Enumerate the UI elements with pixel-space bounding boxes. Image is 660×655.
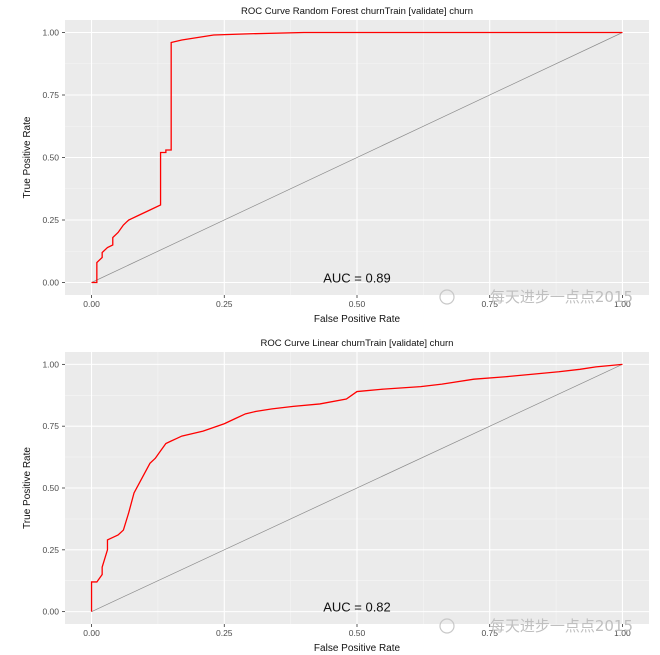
roc-curve [91, 31, 623, 284]
roc-panel-1: ROC Curve Random Forest churnTrain [vali… [22, 6, 649, 325]
watermark-text: 每天进步一点点2015 [490, 617, 633, 635]
x-tick-label: 0.00 [83, 628, 100, 638]
x-axis-title: False Positive Rate [314, 643, 401, 654]
x-tick-label: 0.25 [216, 628, 233, 638]
diagonal-reference-line [91, 32, 623, 283]
x-tick-label: 0.00 [83, 299, 100, 309]
x-axis-title: False Positive Rate [314, 314, 401, 325]
y-tick-label: 0.00 [42, 278, 59, 288]
y-tick-label: 0.75 [42, 421, 59, 431]
wechat-icon [439, 618, 455, 634]
auc-annotation: AUC = 0.82 [323, 600, 391, 615]
y-tick-label: 0.50 [42, 483, 59, 493]
x-tick-label: 0.25 [216, 299, 233, 309]
x-tick-label: 0.75 [481, 628, 498, 638]
y-tick-label: 1.00 [42, 28, 59, 38]
wechat-icon [439, 289, 455, 305]
roc-panel-2: ROC Curve Linear churnTrain [validate] c… [22, 338, 649, 654]
x-tick-label: 0.50 [349, 299, 366, 309]
y-tick-label: 0.25 [42, 545, 59, 555]
roc-curve [90, 363, 623, 612]
x-tick-label: 0.50 [349, 628, 366, 638]
y-axis-title: True Positive Rate [22, 116, 33, 198]
chart-title: ROC Curve Linear churnTrain [validate] c… [261, 338, 454, 349]
x-tick-label: 1.00 [614, 299, 631, 309]
auc-annotation: AUC = 0.89 [323, 271, 391, 286]
y-tick-label: 0.75 [42, 90, 59, 100]
y-axis-title: True Positive Rate [22, 447, 33, 529]
y-tick-label: 1.00 [42, 359, 59, 369]
y-tick-label: 0.50 [42, 153, 59, 163]
watermark: 每天进步一点点2015 [439, 617, 633, 635]
diagonal-reference-line [91, 364, 623, 612]
watermark: 每天进步一点点2015 [439, 288, 633, 306]
y-tick-label: 0.00 [42, 607, 59, 617]
x-tick-label: 0.75 [481, 299, 498, 309]
y-tick-label: 0.25 [42, 215, 59, 225]
chart-title: ROC Curve Random Forest churnTrain [vali… [241, 6, 473, 17]
x-tick-label: 1.00 [614, 628, 631, 638]
watermark-text: 每天进步一点点2015 [490, 288, 633, 306]
